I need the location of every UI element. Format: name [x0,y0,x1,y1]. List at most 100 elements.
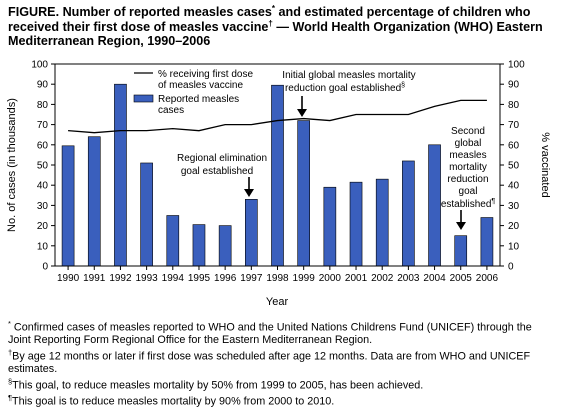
left-tick-label-40: 40 [37,181,49,192]
right-tick-label-30: 30 [508,201,520,212]
right-tick-label-20: 20 [508,221,520,232]
annotation-second-line-4: mortality [449,162,487,173]
right-tick-label-70: 70 [508,120,520,131]
annotation-initial-arrow-head [297,109,307,117]
left-tick-label-80: 80 [37,100,49,111]
footnote-4: ¶This goal is to reduce measles mortalit… [8,392,556,408]
bar-series [61,83,494,267]
x-tick-label-2004: 2004 [423,273,446,284]
x-tick-label-1991: 1991 [83,273,106,284]
x-ticks: 1990 1991 1992 1993 1994 1995 1996 1997 1998 1999… [57,266,499,284]
bar-1990 [61,145,75,267]
bar-2005 [454,235,468,267]
x-tick-label-1992: 1992 [109,273,132,284]
figure-title: FIGURE. Number of reported measles cases… [8,3,556,49]
left-tick-label-50: 50 [37,161,49,172]
annotation-initial-goal: Initial global measles mortality reducti… [282,70,416,117]
x-tick-label-1994: 1994 [162,273,185,284]
right-tick-label-80: 80 [508,100,520,111]
legend-bar-swatch [133,94,154,103]
annotation-initial-line-2-text: reduction goal established [285,83,401,94]
right-y-ticks: 0 10 20 30 40 50 60 70 80 90 100 [500,60,525,273]
left-y-ticks: 0 10 20 30 40 50 60 70 80 90 100 [31,60,55,273]
annotation-initial-line-1: Initial global measles mortality [282,70,415,81]
x-tick-label-2001: 2001 [345,273,368,284]
left-tick-label-30: 30 [37,201,49,212]
bar-2002 [375,178,389,267]
legend-bar-label-2: cases [158,105,184,116]
x-axis-label: Year [266,296,289,308]
legend-line-label-1: % receiving first dose [158,69,253,80]
annotation-regional-line-1: Regional elimination [177,153,267,164]
right-tick-label-100: 100 [508,60,525,71]
x-tick-label-1998: 1998 [266,273,289,284]
footnote-4-text: This goal is to reduce measles mortality… [12,395,335,408]
right-tick-label-10: 10 [508,241,520,252]
title-suffix: — World Health Organization (WHO) Easter… [8,19,543,49]
annotation-second-line-2: global [455,138,482,149]
footnote-1: * Confirmed cases of measles reported to… [8,318,556,347]
annotation-second-arrow-head [456,222,466,230]
bar-1991 [87,136,101,267]
bar-1996 [218,225,232,267]
annotation-initial-line-2: reduction goal established§ [285,82,405,94]
footnote-2-text: By age 12 months or later if first dose … [8,350,531,375]
x-tick-label-2000: 2000 [319,273,342,284]
right-tick-label-50: 50 [508,161,520,172]
legend-bar-label-1: Reported measles [158,94,239,105]
annotation-regional-arrow-head [244,189,254,197]
x-tick-label-2005: 2005 [450,273,473,284]
x-tick-label-2006: 2006 [476,273,499,284]
annotation-second-line-7: established¶ [441,198,496,210]
footnote-3: §This goal, to reduce measles mortality … [8,376,556,392]
x-tick-label-2003: 2003 [397,273,420,284]
bar-1998 [271,84,284,267]
legend-line-label-2: of measles vaccine [158,80,243,91]
footnote-2: †By age 12 months or later if first dose… [8,347,556,376]
annotation-second-line-7-text: established [441,199,492,210]
bar-1999 [297,120,311,267]
footnote-4-mark: ¶ [8,392,13,402]
left-tick-label-70: 70 [37,120,49,131]
annotation-second-line-1: Second [451,126,485,137]
left-tick-label-10: 10 [37,241,49,252]
right-tick-label-90: 90 [508,80,520,91]
annotation-second-mark: ¶ [491,198,495,205]
bar-1993 [140,162,153,267]
left-tick-label-0: 0 [42,262,48,273]
title-mark-2: † [268,18,273,28]
annotation-regional-goal: Regional elimination goal established [177,153,267,197]
legend: % receiving first dose of measles vaccin… [133,69,253,116]
footnote-3-text: This goal, to reduce measles mortality b… [12,379,424,392]
bar-2003 [402,160,415,267]
right-tick-label-60: 60 [508,140,520,151]
annotation-second-line-3: measles [449,150,486,161]
bar-2000 [323,186,337,267]
bar-2004 [428,144,441,267]
measles-chart: 0 10 20 30 40 50 60 70 80 90 100 0 10 20 30 40 50 60 70 80… [6,60,551,309]
left-tick-label-60: 60 [37,140,49,151]
title-middle: and estimated percentage of children who… [8,5,531,34]
annotation-regional-line-2: goal established [181,166,253,177]
bar-1994 [166,215,180,267]
y-axis-label-left: No. of cases (in thousands) [6,98,18,232]
footnote-1-mark: * [8,319,11,328]
vaccination-line-series [67,99,488,134]
annotation-second-line-6: goal [459,186,478,197]
x-tick-label-1996: 1996 [214,273,237,284]
title-mark-1: * [271,3,275,13]
annotation-initial-mark: § [401,82,405,89]
x-tick-label-1990: 1990 [57,273,80,284]
bar-1997 [245,199,258,267]
bar-2001 [349,181,363,267]
annotation-second-goal: Second global measles mortality reductio… [441,126,496,230]
footnote-3-mark: § [8,376,13,386]
left-tick-label-90: 90 [37,80,49,91]
left-tick-label-20: 20 [37,221,49,232]
title-prefix: FIGURE. Number of reported measles cases [8,5,272,19]
footnote-1-text: Confirmed cases of measles reported to W… [8,321,532,347]
left-tick-label-100: 100 [31,60,48,71]
right-tick-label-0: 0 [508,262,514,273]
footnote-2-mark: † [8,347,13,357]
x-tick-label-2002: 2002 [371,273,394,284]
